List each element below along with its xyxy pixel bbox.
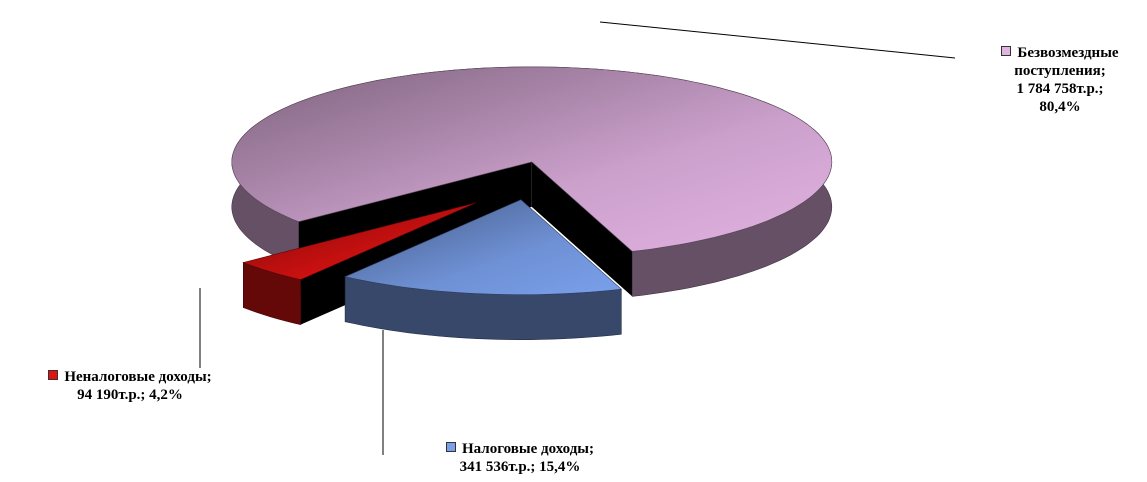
value-label: 1 784 758т.р.;	[1016, 81, 1104, 97]
pie-slice	[344, 199, 623, 341]
value-label: 94 190т.р.;	[77, 387, 146, 403]
legend-marker	[1001, 46, 1012, 56]
slice-top	[242, 202, 477, 280]
pie-slice	[231, 66, 833, 297]
data-label: Налоговые доходы; 341 536т.р.; 15,4%	[390, 440, 650, 476]
category-label: Безвозмездные поступления;	[1014, 45, 1119, 79]
leader-line	[599, 21, 956, 59]
data-label: Безвозмездные поступления; 1 784 758т.р.…	[985, 44, 1135, 116]
slice-top	[231, 66, 833, 252]
percent-label: 4,2%	[149, 387, 183, 403]
data-label: Неналоговые доходы; 94 190т.р.; 4,2%	[0, 368, 260, 404]
percent-label: 15,4%	[539, 459, 581, 475]
legend-marker	[445, 442, 456, 452]
slice-top	[344, 199, 623, 296]
value-label: 341 536т.р.;	[459, 459, 536, 475]
category-label: Налоговые доходы;	[461, 441, 594, 457]
slice-inner-wall	[531, 161, 633, 297]
pie-slice	[242, 202, 477, 325]
legend-marker	[48, 370, 59, 380]
percent-label: 80,4%	[1039, 99, 1081, 115]
slice-inner-wall	[243, 202, 477, 308]
category-label: Неналоговые доходы;	[64, 369, 212, 385]
